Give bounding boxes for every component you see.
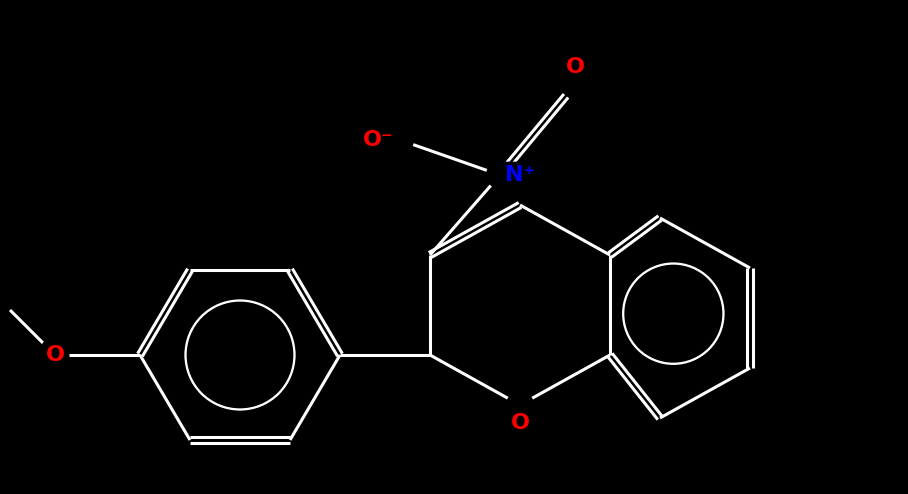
Text: O: O	[510, 413, 529, 433]
Text: O⁻: O⁻	[362, 130, 393, 150]
Text: O: O	[45, 345, 64, 365]
Text: N⁺: N⁺	[505, 165, 535, 185]
Text: O: O	[566, 57, 585, 77]
